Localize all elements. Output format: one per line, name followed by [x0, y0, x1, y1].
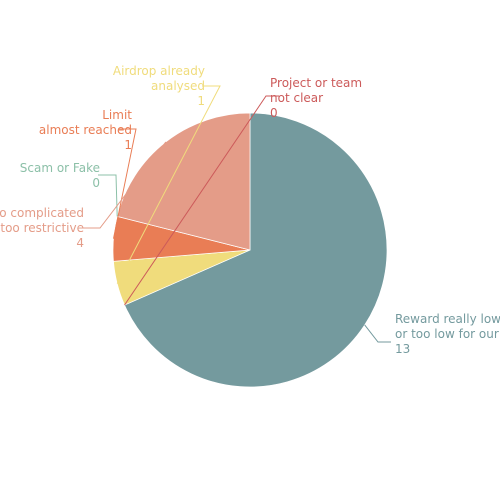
label-reward-really-low-or-too-low-for-our: Reward really low or too low for our 13: [395, 312, 500, 356]
label-line: analysed: [151, 79, 205, 93]
leader-line-too-complicated-or-too-restrictive: [82, 141, 167, 229]
label-line: almost reached: [39, 123, 132, 137]
label-line: Limit: [102, 108, 132, 122]
label-value: 0: [270, 106, 278, 120]
label-scam-or-fake: Scam or Fake 0: [20, 161, 100, 190]
leader-line-scam-or-fake: [98, 174, 118, 217]
label-value: 13: [395, 342, 410, 356]
label-line: or too restrictive: [0, 221, 84, 235]
label-project-or-team-not-clear: Project or team not clear 0: [270, 76, 362, 120]
label-value: 1: [197, 94, 205, 108]
label-value: 1: [124, 138, 132, 152]
label-airdrop-already-analysed: Airdrop already analysed 1: [113, 64, 205, 108]
label-line: Project or team: [270, 76, 362, 90]
label-line: or too low for our: [395, 327, 499, 341]
pie-slice-reward-really-low-or-too-low-for-our: [124, 112, 388, 388]
label-line: Airdrop already: [113, 64, 205, 78]
leader-line-reward-really-low-or-too-low-for-our: [364, 324, 391, 343]
label-line: not clear: [270, 91, 323, 105]
label-value: 0: [92, 176, 100, 190]
pie-labels: Reward really low or too low for our 13 Pro…: [0, 64, 500, 356]
label-line: Too complicated: [0, 206, 84, 220]
pie-slices: [112, 112, 388, 388]
leader-line-airdrop-already-analysed: [116, 85, 221, 284]
leader-line-project-or-team-not-clear: [124, 95, 279, 306]
label-limit-almost-reached: Limit almost reached 1: [39, 108, 132, 152]
label-line: Scam or Fake: [20, 161, 100, 175]
leader-line-limit-almost-reached: [112, 128, 137, 239]
label-line: Reward really low: [395, 312, 500, 326]
label-value: 4: [76, 236, 84, 250]
